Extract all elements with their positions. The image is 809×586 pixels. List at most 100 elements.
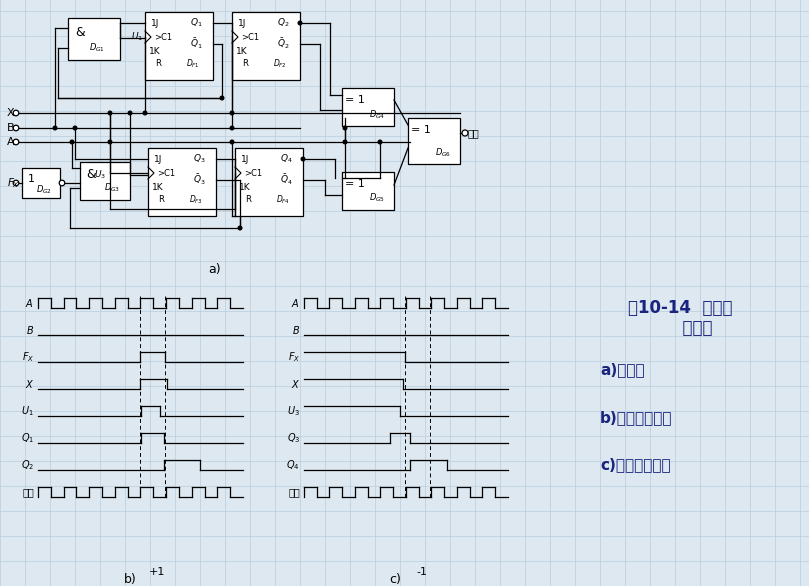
Bar xyxy=(148,148,216,216)
Circle shape xyxy=(13,125,19,131)
Text: $Q_2$: $Q_2$ xyxy=(277,17,290,29)
Circle shape xyxy=(13,110,19,116)
Text: $\bar{Q}_2$: $\bar{Q}_2$ xyxy=(277,37,290,51)
Text: $D_{G5}$: $D_{G5}$ xyxy=(369,192,385,205)
Text: &: & xyxy=(75,26,85,39)
Text: = 1: = 1 xyxy=(345,95,365,105)
Text: >C1: >C1 xyxy=(157,169,175,178)
Text: R: R xyxy=(158,196,164,205)
Text: a)电路图: a)电路图 xyxy=(600,363,645,377)
Bar xyxy=(80,162,130,200)
Text: $Q_1$: $Q_1$ xyxy=(21,431,34,445)
Circle shape xyxy=(378,140,382,144)
Text: &: & xyxy=(86,169,96,182)
Bar xyxy=(342,88,394,126)
Circle shape xyxy=(73,126,77,130)
Text: $Q_2$: $Q_2$ xyxy=(21,458,34,472)
Text: c)减脉冲波形图: c)减脉冲波形图 xyxy=(600,458,671,472)
Circle shape xyxy=(343,140,347,144)
Text: $B$: $B$ xyxy=(292,324,300,336)
Text: A: A xyxy=(7,137,15,147)
Text: B: B xyxy=(7,123,15,133)
Text: $X$: $X$ xyxy=(290,378,300,390)
Text: 1J: 1J xyxy=(154,155,162,163)
Text: $\bar{Q}_4$: $\bar{Q}_4$ xyxy=(280,173,292,187)
Text: $\bar{Q}_3$: $\bar{Q}_3$ xyxy=(193,173,205,187)
Circle shape xyxy=(13,180,19,186)
Text: R: R xyxy=(155,60,161,69)
Text: = 1: = 1 xyxy=(345,179,365,189)
Circle shape xyxy=(143,111,146,115)
Circle shape xyxy=(13,139,19,145)
Text: 图10-14  脉冲加: 图10-14 脉冲加 xyxy=(628,299,732,317)
Bar xyxy=(408,118,460,164)
Bar xyxy=(232,12,300,80)
Circle shape xyxy=(231,126,234,130)
Bar xyxy=(68,18,120,60)
Circle shape xyxy=(108,111,112,115)
Text: 输出: 输出 xyxy=(288,487,300,497)
Text: $D_{F3}$: $D_{F3}$ xyxy=(189,194,203,206)
Text: b)加脉冲波形图: b)加脉冲波形图 xyxy=(600,411,672,425)
Text: $D_{F4}$: $D_{F4}$ xyxy=(276,194,290,206)
Text: >C1: >C1 xyxy=(154,32,172,42)
Text: c): c) xyxy=(389,573,401,585)
Text: $A$: $A$ xyxy=(26,297,34,309)
Text: $X$: $X$ xyxy=(25,378,34,390)
Text: a): a) xyxy=(209,264,222,277)
Text: $D_{F1}$: $D_{F1}$ xyxy=(186,58,200,70)
Circle shape xyxy=(220,96,224,100)
Text: R: R xyxy=(242,60,248,69)
Circle shape xyxy=(343,126,347,130)
Bar xyxy=(235,148,303,216)
Text: 1K: 1K xyxy=(239,182,251,192)
Text: 减电路: 减电路 xyxy=(648,319,712,337)
Text: = 1: = 1 xyxy=(411,125,431,135)
Text: $Q_3$: $Q_3$ xyxy=(286,431,300,445)
Text: $D_{G3}$: $D_{G3}$ xyxy=(104,182,121,194)
Text: 1K: 1K xyxy=(149,46,161,56)
Text: $F_X$: $F_X$ xyxy=(288,350,300,364)
Text: b): b) xyxy=(124,573,137,585)
Bar xyxy=(22,168,60,198)
Circle shape xyxy=(128,111,132,115)
Text: 输出: 输出 xyxy=(23,487,34,497)
Circle shape xyxy=(59,180,65,186)
Text: $F_X$: $F_X$ xyxy=(7,176,20,190)
Text: +1: +1 xyxy=(149,567,165,577)
Text: >C1: >C1 xyxy=(244,169,262,178)
Circle shape xyxy=(70,140,74,144)
Circle shape xyxy=(231,140,234,144)
Text: $D_{G6}$: $D_{G6}$ xyxy=(435,146,451,159)
Text: $A$: $A$ xyxy=(291,297,300,309)
Text: $U_3$: $U_3$ xyxy=(94,169,106,181)
Text: R: R xyxy=(245,196,251,205)
Text: $\bar{Q}_1$: $\bar{Q}_1$ xyxy=(189,37,202,51)
Text: $D_{G2}$: $D_{G2}$ xyxy=(36,184,52,196)
Text: 输出: 输出 xyxy=(467,128,479,138)
Text: -1: -1 xyxy=(417,567,427,577)
Text: $Q_4$: $Q_4$ xyxy=(286,458,300,472)
Text: $D_{G1}$: $D_{G1}$ xyxy=(89,42,105,54)
Circle shape xyxy=(462,130,468,136)
Circle shape xyxy=(238,226,242,230)
Bar xyxy=(145,12,213,80)
Text: $D_{G4}$: $D_{G4}$ xyxy=(369,109,385,121)
Text: $U_1$: $U_1$ xyxy=(131,30,143,43)
Circle shape xyxy=(301,157,305,161)
Text: $U_3$: $U_3$ xyxy=(287,404,300,418)
Text: 1K: 1K xyxy=(236,46,248,56)
Text: $F_X$: $F_X$ xyxy=(22,350,34,364)
Text: 1J: 1J xyxy=(241,155,249,163)
Circle shape xyxy=(53,126,57,130)
Text: 1K: 1K xyxy=(152,182,163,192)
Text: X: X xyxy=(7,108,15,118)
Text: 1J: 1J xyxy=(238,19,246,28)
Text: $D_{F2}$: $D_{F2}$ xyxy=(273,58,287,70)
Text: >C1: >C1 xyxy=(241,32,259,42)
Circle shape xyxy=(231,111,234,115)
Text: 1J: 1J xyxy=(150,19,159,28)
Circle shape xyxy=(108,140,112,144)
Text: 1: 1 xyxy=(28,174,35,184)
Bar xyxy=(342,172,394,210)
